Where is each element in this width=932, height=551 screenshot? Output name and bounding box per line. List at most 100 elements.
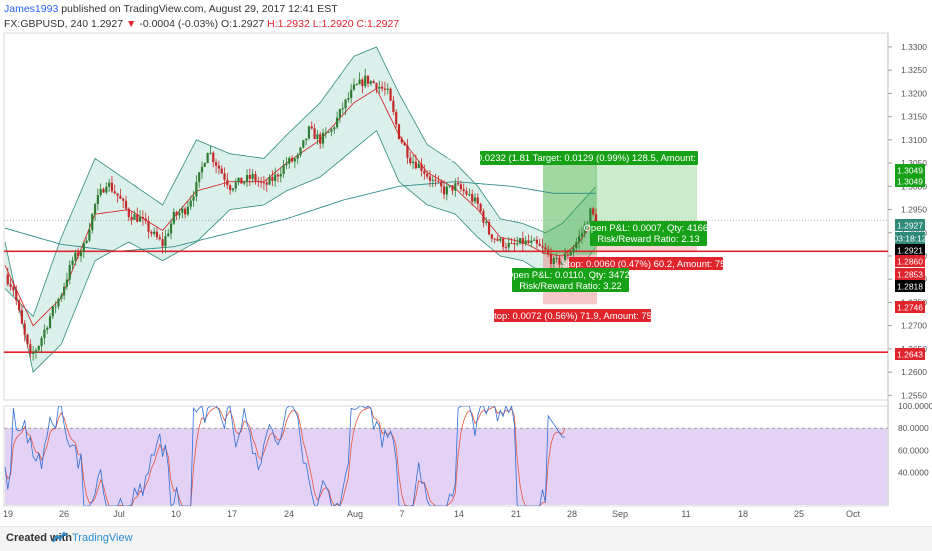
candle-body xyxy=(307,126,311,139)
x-tick-label: 17 xyxy=(227,509,237,519)
price-badge-label: 1.3049 xyxy=(897,166,923,176)
candle-body xyxy=(150,231,153,234)
candle-body xyxy=(499,238,502,241)
candle-body xyxy=(245,175,249,182)
candle-body xyxy=(319,134,322,144)
candle-body xyxy=(364,75,367,87)
candle-body xyxy=(594,214,598,224)
candle-body xyxy=(276,174,280,177)
candle-body xyxy=(400,139,403,143)
price-badge-label: 1.3049 xyxy=(897,177,923,187)
candle-body xyxy=(426,173,429,177)
candle-body xyxy=(448,185,451,187)
candle-body xyxy=(231,188,235,191)
candles-group xyxy=(6,68,598,361)
candle-body xyxy=(169,223,173,234)
candle-body xyxy=(305,138,308,141)
candle-body xyxy=(434,179,437,181)
publisher-name[interactable]: James1993 xyxy=(4,3,59,15)
candle-body xyxy=(397,124,401,140)
candle-body xyxy=(48,316,52,328)
price-badge-label: 1.2860 xyxy=(897,257,923,267)
position-2-target-zone xyxy=(595,163,697,224)
candle-body xyxy=(420,163,423,172)
candle-body xyxy=(189,200,192,207)
stochastic-y-label: 40.0000 xyxy=(898,468,929,478)
candle-body xyxy=(248,175,251,179)
candle-body xyxy=(234,182,237,189)
candle-body xyxy=(99,189,102,196)
x-tick-label: 18 xyxy=(738,509,748,519)
candle-body xyxy=(535,239,538,244)
position-2-pnl-label-bg xyxy=(590,221,707,246)
y-tick-label: 1.3150 xyxy=(901,112,927,122)
candle-body xyxy=(51,306,54,317)
tradingview-brand[interactable]: TradingView xyxy=(72,532,133,544)
y-tick-label: 1.2550 xyxy=(901,390,927,400)
price-badge-bg xyxy=(895,301,925,313)
candle-body xyxy=(217,165,220,169)
candle-body xyxy=(592,208,595,215)
position-1-stop-label: Stop: 0.0072 (0.56%) 71.9, Amount: 750 xyxy=(488,309,657,322)
candle-body xyxy=(68,265,71,280)
candle-body xyxy=(257,180,260,182)
tradingview-logo-icon[interactable] xyxy=(52,530,68,546)
candle-body xyxy=(60,295,63,299)
footer-bar: Created with TradingView xyxy=(0,526,932,551)
stochastic-d-line xyxy=(4,406,566,506)
candle-body xyxy=(71,260,74,266)
candle-body xyxy=(555,257,558,259)
candle-body xyxy=(406,145,409,158)
candle-body xyxy=(468,194,471,196)
y-tick-label: 1.3100 xyxy=(901,135,927,145)
candle-body xyxy=(285,163,288,166)
candle-body xyxy=(105,186,108,193)
candle-body xyxy=(563,254,567,262)
last-price: 1.2927 xyxy=(90,18,124,30)
candle-body xyxy=(507,242,510,248)
candle-body xyxy=(414,161,417,169)
candle-body xyxy=(389,88,392,101)
candle-body xyxy=(572,248,575,253)
candle-body xyxy=(77,252,80,257)
candle-body xyxy=(451,185,454,191)
candle-body xyxy=(20,310,23,324)
candle-body xyxy=(465,191,468,195)
position-2-stop-label: Stop: 0.0060 (0.47%) 60.2, Amount: 750 xyxy=(561,257,731,270)
candle-body xyxy=(541,245,544,248)
candle-body xyxy=(504,247,508,249)
candle-body xyxy=(566,254,569,256)
candle-body xyxy=(578,236,581,243)
candle-body xyxy=(119,195,122,199)
candle-body xyxy=(375,83,378,89)
symbol-name[interactable]: FX:GBPUSD, 240 xyxy=(4,18,89,30)
bollinger-lower-line xyxy=(4,129,597,373)
candle-body xyxy=(175,211,178,216)
candle-body xyxy=(200,166,204,173)
candle-body xyxy=(220,168,223,174)
candle-body xyxy=(518,238,522,244)
position-2-pnl-label-text: Open P&L: 0.0007, Qty: 41666 xyxy=(584,223,714,234)
price-badge-bg xyxy=(895,348,925,360)
candle-body xyxy=(203,163,206,167)
candle-body xyxy=(43,329,46,339)
candle-body xyxy=(29,344,32,354)
candle-body xyxy=(502,238,505,248)
candle-body xyxy=(479,203,482,212)
target-label: Target: 0.0232 (1.81 Target: 0.0129 (0.9… xyxy=(445,151,733,165)
candle-body xyxy=(167,233,170,237)
candle-body xyxy=(85,240,88,243)
candle-body xyxy=(65,279,69,287)
candle-body xyxy=(254,173,257,181)
candle-body xyxy=(26,334,29,345)
candle-body xyxy=(358,79,361,85)
price-badge-label: 1.2746 xyxy=(897,303,923,313)
candle-body xyxy=(580,233,584,237)
candle-body xyxy=(462,189,465,192)
position-2-pnl-label: Open P&L: 0.0007, Qty: 41666Risk/Reward … xyxy=(584,221,714,246)
price-badge-label: 1.2853 xyxy=(897,270,923,280)
candle-body xyxy=(282,165,285,175)
stochastic-y-label: 80.0000 xyxy=(898,423,929,433)
candle-body xyxy=(265,182,268,185)
